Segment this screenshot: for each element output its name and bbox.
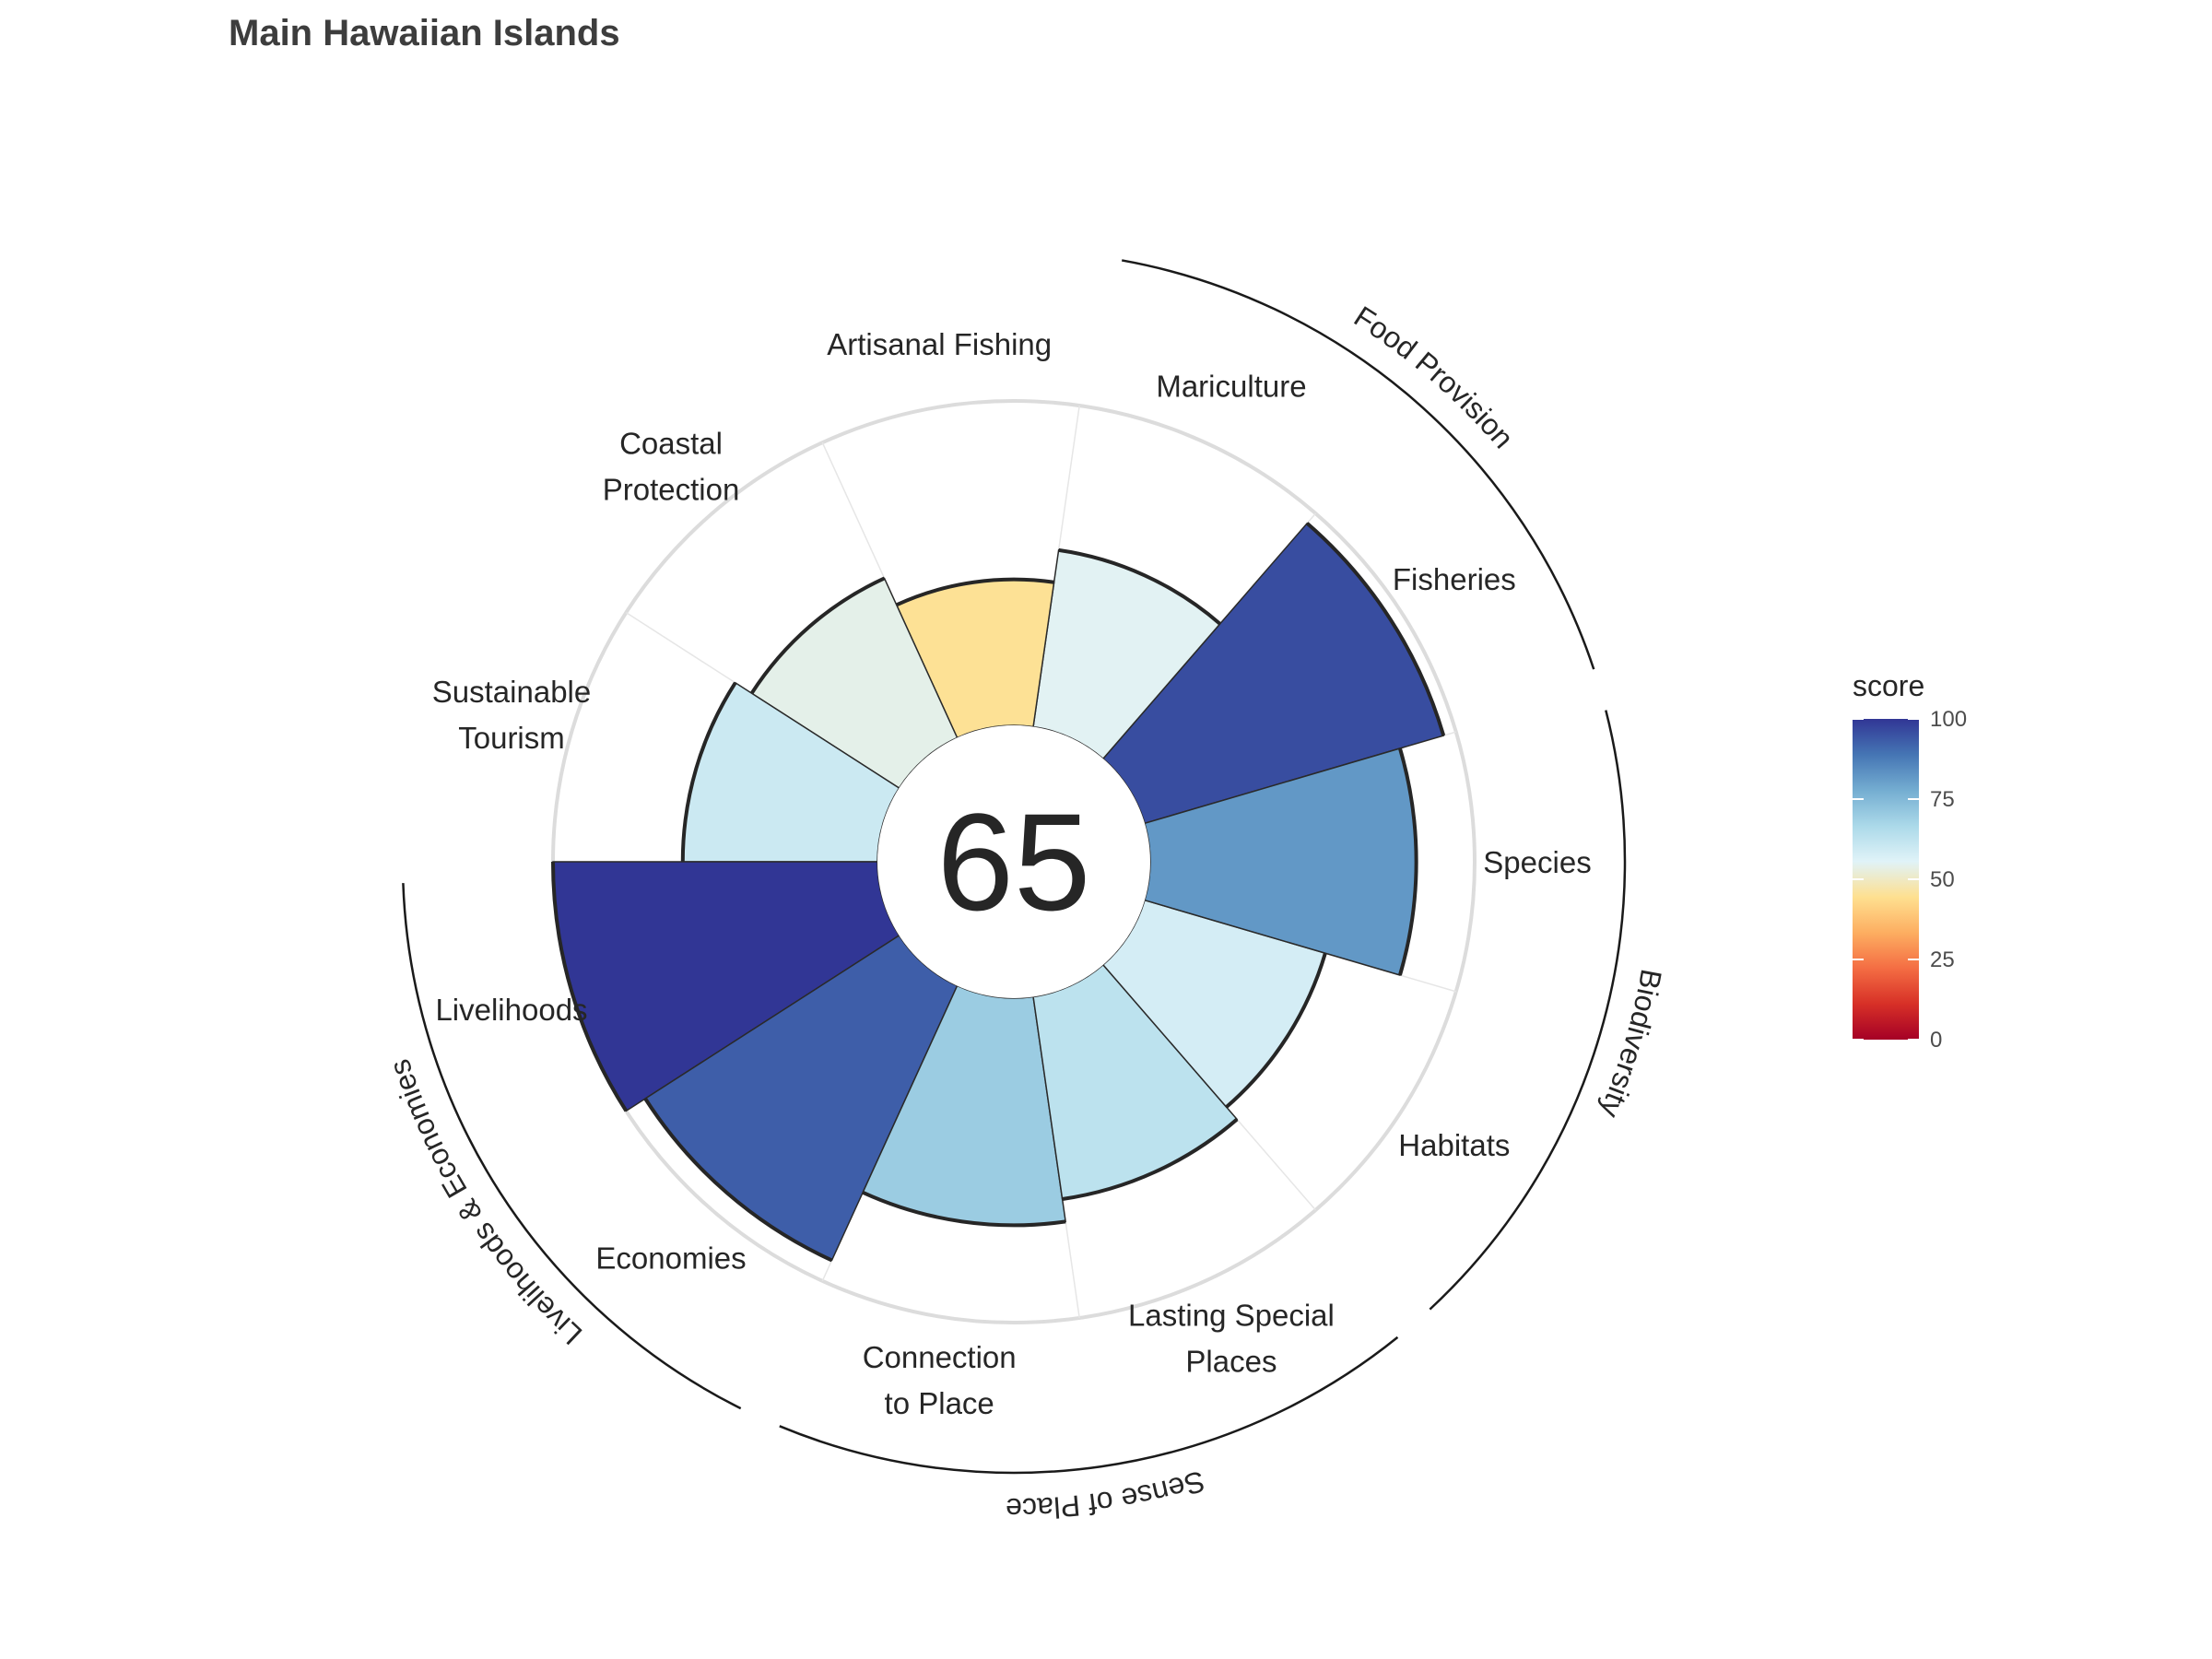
petal-label-sustainable-tourism: Sustainable Tourism: [432, 675, 591, 755]
group-label-livelihoods-and-economies: Livelihoods & Economies: [382, 1055, 589, 1351]
petal-bars: [551, 522, 1446, 1263]
petal-edge-artisanal-fishing: [895, 577, 1054, 607]
group-arc-food-provision: [1121, 259, 1595, 670]
petal-edge-livelihoods: [551, 861, 629, 1112]
petal-edge-species: [1398, 747, 1418, 976]
petal-label-coastal-protection: Coastal Protection: [603, 427, 740, 507]
group-arc-biodiversity: [1429, 710, 1627, 1311]
petal-edge-sustainable-tourism: [680, 681, 737, 863]
petal-label-lasting-special-places: Lasting Special Places: [1128, 1299, 1335, 1379]
group-label-food-provision: Food Provision: [1348, 300, 1520, 454]
legend-tick-label: 0: [1930, 1028, 1942, 1053]
petal-label-habitats: Habitats: [1398, 1128, 1510, 1162]
petal-edge-connection-to-place: [862, 1190, 1066, 1228]
legend-tick-label: 75: [1930, 787, 1955, 812]
petal-label-artisanal-fishing: Artisanal Fishing: [827, 327, 1052, 361]
legend-tick-label: 50: [1930, 867, 1955, 892]
legend-title: score: [1853, 669, 1924, 702]
petal-edge-habitats: [1225, 952, 1327, 1109]
center-score: 65: [937, 784, 1091, 939]
petal-edge-fisheries: [1305, 522, 1446, 736]
petal-edge-economies: [643, 1097, 833, 1263]
petal-label-economies: Economies: [595, 1241, 746, 1275]
petal-label-livelihoods: Livelihoods: [435, 993, 587, 1027]
chart-title: Main Hawaiian Islands: [229, 13, 620, 53]
score-legend: score 0 25 50 75 100: [1853, 669, 1967, 1053]
group-arc-livelihoods-and-economies: [402, 883, 742, 1410]
legend-tick-label: 25: [1930, 947, 1955, 972]
petal-label-mariculture: Mariculture: [1156, 369, 1306, 403]
petal-edge-mariculture: [1058, 547, 1222, 626]
petal-edge-coastal-protection: [749, 576, 886, 695]
group-arc-sense-of-place: [779, 1335, 1399, 1475]
center-circle: [877, 725, 1150, 998]
group-label-biodiversity: Biodiversity: [1594, 967, 1668, 1123]
legend-tick-label: 100: [1930, 707, 1967, 732]
petal-labels: Fisheries Mariculture Artisanal Fishing Coa…: [432, 327, 1592, 1420]
petal-label-fisheries: Fisheries: [1393, 562, 1516, 596]
petal-edge-lasting-special-places: [1062, 1117, 1239, 1201]
petal-label-species: Species: [1483, 845, 1591, 879]
petal-label-connection-to-place: Connection to Place: [863, 1340, 1017, 1420]
